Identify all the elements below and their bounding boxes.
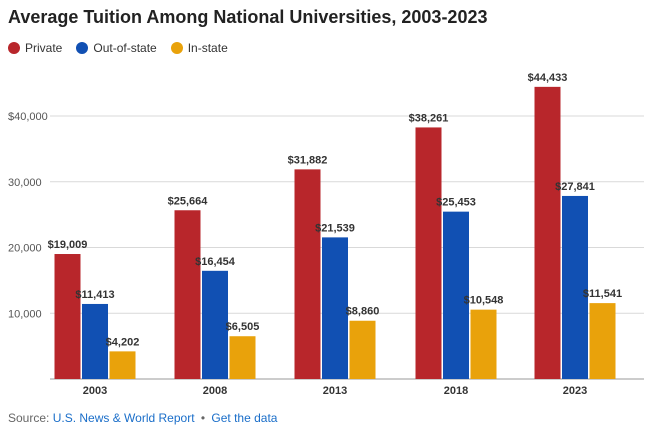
legend-swatch-out-of-state — [76, 42, 89, 54]
source-footer: Source: U.S. News & World Report • Get t… — [8, 411, 277, 425]
legend-swatch-in-state — [170, 42, 183, 54]
bar-in-state-2008 — [229, 336, 256, 379]
data-label: $16,454 — [195, 256, 236, 268]
y-tick-label: $40,000 — [8, 111, 48, 123]
data-label: $25,453 — [436, 197, 476, 209]
legend-label-in-state: In-state — [187, 41, 228, 55]
legend-label-private: Private — [25, 41, 63, 55]
data-label: $11,413 — [75, 289, 114, 301]
bar-private-2013 — [294, 169, 321, 379]
bar-out-of-state-2003 — [82, 303, 108, 379]
data-label: $4,202 — [106, 336, 140, 348]
data-label: $38,261 — [409, 112, 449, 124]
x-tick-label: 2013 — [323, 385, 347, 397]
data-label: $31,882 — [288, 154, 328, 166]
bar-in-state-2013 — [349, 320, 376, 379]
bar-private-2018 — [415, 127, 442, 379]
x-tick-label: 2003 — [83, 385, 107, 397]
x-tick-label: 2008 — [203, 385, 227, 397]
legend-item-out-of-state: Out-of-state — [76, 41, 157, 55]
bar-private-2003 — [54, 254, 81, 379]
data-label: $25,664 — [168, 195, 209, 207]
data-label: $11,541 — [583, 288, 622, 300]
legend-item-in-state: In-state — [170, 41, 228, 55]
data-label: $19,009 — [48, 239, 88, 251]
bar-out-of-state-2013 — [322, 237, 348, 379]
bar-private-2023 — [534, 86, 561, 379]
bar-in-state-2003 — [109, 351, 136, 379]
footer-separator: • — [200, 411, 206, 425]
source-link[interactable]: U.S. News & World Report — [52, 411, 195, 425]
y-tick-label: 20,000 — [8, 243, 42, 255]
x-tick-label: 2018 — [444, 385, 468, 397]
data-label: $8,860 — [346, 306, 380, 318]
legend: Private Out-of-state In-state — [8, 41, 228, 55]
legend-label-out-of-state: Out-of-state — [93, 41, 157, 55]
bar-private-2008 — [174, 210, 201, 379]
data-label: $6,505 — [226, 321, 260, 333]
y-tick-label: 30,000 — [8, 177, 42, 189]
data-label: $10,548 — [464, 295, 504, 307]
bar-in-state-2023 — [589, 303, 616, 379]
y-tick-label: 10,000 — [8, 308, 42, 320]
chart-title: Average Tuition Among National Universit… — [8, 7, 488, 27]
bar-out-of-state-2023 — [562, 195, 588, 379]
data-label: $21,539 — [315, 222, 355, 234]
bar-out-of-state-2018 — [443, 211, 469, 379]
data-label: $44,433 — [528, 72, 568, 84]
legend-swatch-private — [8, 42, 20, 54]
data-label: $27,841 — [555, 181, 595, 193]
bar-in-state-2018 — [470, 309, 497, 379]
get-the-data-link[interactable]: Get the data — [211, 411, 278, 425]
x-tick-label: 2023 — [563, 385, 587, 397]
bar-out-of-state-2008 — [202, 270, 228, 379]
source-prefix: Source: — [8, 411, 50, 425]
legend-item-private: Private — [8, 41, 62, 55]
